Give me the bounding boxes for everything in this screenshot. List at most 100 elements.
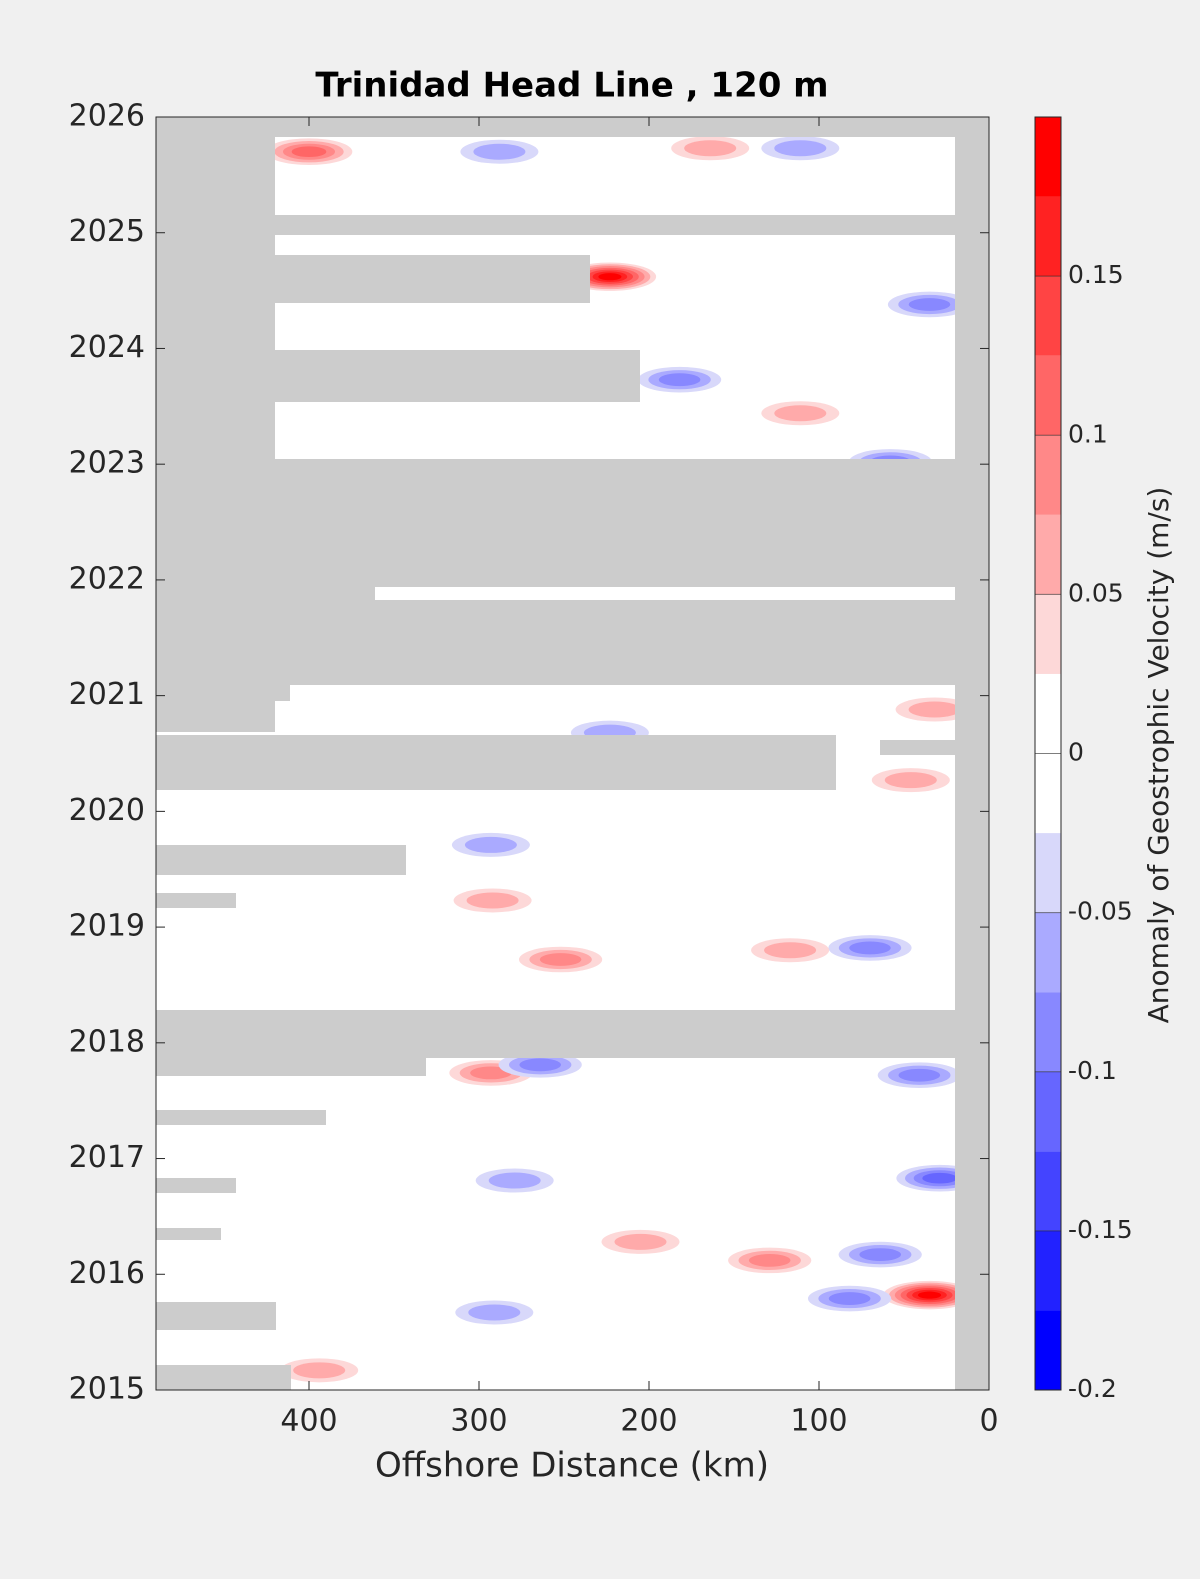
anomaly-cell <box>895 697 974 722</box>
y-tick-label: 2023 <box>69 446 145 481</box>
anomaly-cell <box>498 1052 582 1078</box>
colorbar-tick-label: 0.05 <box>1068 578 1124 607</box>
y-tick-label: 2021 <box>69 677 145 712</box>
y-tick-label: 2019 <box>69 909 145 944</box>
colorbar-swatch <box>1035 833 1061 913</box>
colorbar-tick-label: -0.15 <box>1068 1215 1133 1244</box>
x-tick-label: 0 <box>979 1404 998 1439</box>
y-tick-label: 2018 <box>69 1024 145 1059</box>
anomaly-cell <box>871 768 950 793</box>
contour-level <box>828 1292 871 1305</box>
anomaly-cell <box>883 1280 976 1310</box>
axes: 400 300 200 100 0 2015 2016 2017 2018 2019 2020 202… <box>69 99 999 1439</box>
y-tick-label: 2015 <box>69 1372 145 1407</box>
anomaly-cell <box>761 401 840 426</box>
anomaly-cell <box>451 832 530 857</box>
anomaly-cell <box>751 938 830 963</box>
anomaly-cell <box>455 1300 534 1325</box>
colorbar-swatch <box>1035 753 1061 834</box>
colorbar-label: Anomaly of Geostrophic Velocity (m/s) <box>1142 487 1175 1024</box>
anomaly-cell <box>460 139 539 164</box>
contour-level <box>774 405 827 422</box>
contour-level <box>614 1233 667 1250</box>
contour-level <box>291 146 327 158</box>
contour-level <box>748 1253 791 1267</box>
anomaly-cell <box>828 935 912 961</box>
no-data-mask <box>156 117 989 1390</box>
anomaly-cell <box>453 888 532 913</box>
contour-level <box>774 140 827 157</box>
y-tick-label: 2026 <box>69 99 145 134</box>
contour-level <box>922 1172 958 1184</box>
y-tick-label: 2020 <box>69 793 145 828</box>
anomaly-cell <box>280 1358 359 1383</box>
contour-level <box>470 1066 512 1080</box>
colorbar-swatch <box>1035 673 1061 754</box>
y-tick-label: 2025 <box>69 214 145 249</box>
colorbar-swatch <box>1035 117 1061 197</box>
anomaly-cell <box>728 1247 812 1274</box>
colorbar-tick-label: 0.1 <box>1068 419 1108 448</box>
colorbar-tick-label: 0.15 <box>1068 260 1124 289</box>
contour-level <box>464 836 517 853</box>
contour-level <box>917 1291 942 1299</box>
colorbar-tick-label: -0.2 <box>1068 1374 1117 1403</box>
contour-level <box>884 772 937 789</box>
anomaly-cell <box>877 1062 961 1089</box>
anomaly-cell <box>887 291 972 318</box>
anomaly-cell <box>519 946 603 973</box>
y-tick-label: 2016 <box>69 1256 145 1291</box>
chart-title: Trinidad Head Line , 120 m <box>315 66 828 106</box>
x-tick-label: 300 <box>450 1404 507 1439</box>
colorbar-swatch <box>1035 1230 1061 1311</box>
contour-level <box>684 140 737 157</box>
colorbar-tick-label: -0.1 <box>1068 1056 1117 1085</box>
colorbar-swatch <box>1035 1310 1061 1390</box>
colorbar-swatch <box>1035 1071 1061 1152</box>
anomaly-cell <box>638 366 722 393</box>
colorbar-swatch <box>1035 992 1061 1072</box>
x-tick-label: 100 <box>790 1404 847 1439</box>
anomaly-cell <box>475 1168 554 1193</box>
contour-level <box>539 953 582 966</box>
contour-level <box>473 143 526 160</box>
contour-level <box>908 701 961 718</box>
anomaly-cell <box>601 1229 680 1254</box>
colorbar-swatch <box>1035 355 1061 436</box>
anomaly-cell <box>265 138 353 166</box>
anomaly-cell <box>761 136 840 161</box>
anomaly-cell <box>838 1241 922 1268</box>
y-tick-label: 2017 <box>69 1140 145 1175</box>
contour-level <box>658 373 701 387</box>
x-tick-label: 400 <box>280 1404 337 1439</box>
plot-frame <box>155 116 990 1391</box>
colorbar-swatch <box>1035 435 1061 515</box>
contour-level <box>598 273 622 281</box>
x-axis-label: Offshore Distance (km) <box>375 1446 769 1486</box>
colorbar-swatch <box>1035 912 1061 993</box>
colorbar-tick-label: -0.05 <box>1068 897 1133 926</box>
contour-level <box>293 1362 346 1379</box>
x-tick-label: 200 <box>620 1404 677 1439</box>
contour-level <box>519 1058 561 1072</box>
contour-level <box>859 1248 901 1261</box>
contour-level <box>908 298 951 311</box>
anomaly-cell <box>671 136 750 161</box>
colorbar: -0.2 -0.15 -0.1 -0.05 0 0.05 0.1 0.15 <box>1034 116 1133 1403</box>
colorbar-swatch <box>1035 1151 1061 1231</box>
colorbar-swatch <box>1035 276 1061 356</box>
colorbar-swatch <box>1035 594 1061 674</box>
contour-level <box>468 1304 521 1321</box>
contour-level <box>849 941 891 955</box>
contour-level <box>898 1068 941 1082</box>
y-tick-label: 2024 <box>69 330 145 365</box>
colorbar-swatch <box>1035 514 1061 595</box>
contour-level <box>764 942 817 959</box>
contour-level <box>466 892 519 909</box>
contour-level <box>488 1172 541 1189</box>
y-tick-label: 2022 <box>69 561 145 596</box>
colorbar-swatch <box>1035 196 1061 277</box>
colorbar-tick-label: 0 <box>1068 738 1084 767</box>
anomaly-cell <box>808 1285 892 1312</box>
